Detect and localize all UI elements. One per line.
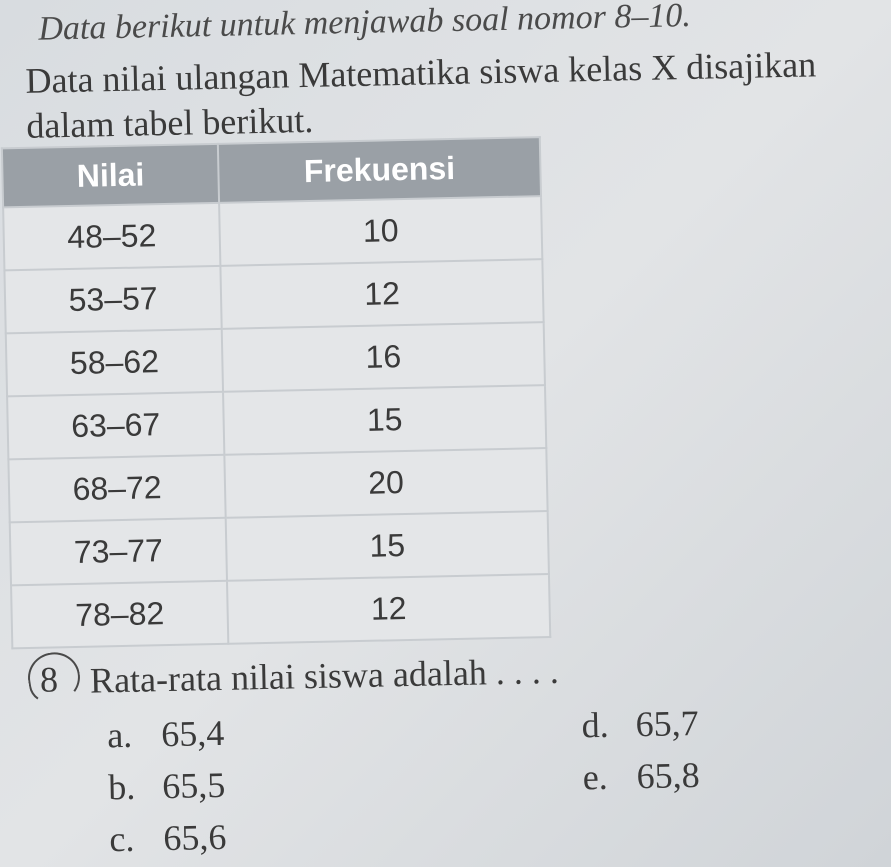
cell-nilai: 48–52: [3, 203, 220, 271]
question-number-wrap: 8: [34, 657, 91, 700]
cell-frek: 20: [224, 448, 547, 518]
option-label: b.: [108, 765, 145, 808]
options-grid: a. 65,4 d. 65,7 b. 65,5 e. 65,8 c. 65,6: [107, 698, 879, 860]
cell-nilai: 63–67: [7, 392, 224, 460]
option-label: a.: [107, 713, 144, 756]
cell-nilai: 73–77: [10, 518, 227, 586]
option-value: 65,8: [636, 754, 700, 797]
option-a: a. 65,4: [107, 708, 402, 756]
table-row: 78–82 12: [11, 574, 550, 648]
table-row: 48–52 10: [3, 196, 542, 270]
table-row: 63–67 15: [7, 385, 546, 459]
option-b: b. 65,5: [108, 760, 403, 808]
cell-frek: 12: [220, 259, 543, 329]
table-row: 68–72 20: [8, 448, 547, 522]
option-label: d.: [581, 703, 618, 746]
col-header-frekuensi: Frekuensi: [218, 137, 541, 203]
frequency-table: Nilai Frekuensi 48–52 10 53–57 12 58–62 …: [1, 136, 551, 649]
option-c: c. 65,6: [109, 812, 404, 860]
option-value: 65,5: [162, 763, 226, 806]
option-label: e.: [582, 755, 619, 798]
cell-nilai: 68–72: [8, 455, 225, 523]
table-row: 53–57 12: [4, 259, 543, 333]
col-header-nilai: Nilai: [2, 144, 219, 208]
table-row: 73–77 15: [10, 511, 549, 585]
cell-frek: 15: [223, 385, 546, 455]
cell-frek: 15: [226, 511, 549, 581]
option-d: d. 65,7: [581, 698, 876, 746]
description-text: Data nilai ulangan Matematika siswa kela…: [21, 41, 864, 149]
cell-nilai: 58–62: [6, 329, 223, 397]
cell-frek: 12: [227, 574, 550, 644]
option-value: 65,7: [635, 702, 699, 745]
option-label: c.: [109, 817, 146, 860]
option-e: e. 65,8: [582, 750, 877, 798]
option-value: 65,6: [163, 815, 227, 858]
cell-frek: 10: [219, 196, 542, 266]
cell-nilai: 78–82: [11, 581, 228, 649]
cell-nilai: 53–57: [4, 266, 221, 334]
question-text: Rata-rata nilai siswa adalah . . . .: [90, 648, 560, 705]
cell-frek: 16: [222, 322, 545, 392]
circle-icon: [24, 648, 83, 706]
table-row: 58–62 16: [6, 322, 545, 396]
question-block: 8 Rata-rata nilai siswa adalah . . . .: [34, 641, 876, 705]
option-value: 65,4: [161, 711, 225, 754]
